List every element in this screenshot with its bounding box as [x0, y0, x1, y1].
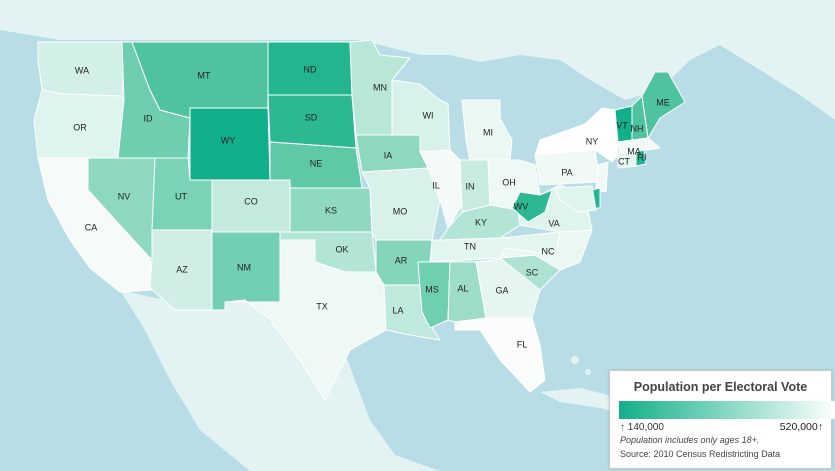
legend-max-label: 520,000↑ [779, 421, 823, 433]
state-label-tn: TN [464, 241, 476, 251]
state-label-sc: SC [526, 267, 539, 277]
legend-min-label: ↑ 140,000 [620, 422, 664, 433]
state-label-ut: UT [175, 191, 187, 201]
legend-color-scale [619, 401, 835, 419]
state-mo[interactable] [361, 167, 441, 241]
state-label-tx: TX [316, 301, 328, 311]
state-label-va: VA [548, 218, 559, 228]
state-label-pa: PA [561, 167, 572, 177]
state-label-ks: KS [325, 205, 337, 215]
state-label-me: ME [656, 97, 670, 107]
state-tx[interactable] [224, 239, 387, 401]
state-label-ca: CA [85, 222, 98, 232]
state-label-ri: RI [638, 152, 647, 162]
island [571, 356, 579, 364]
legend-source: Source: 2010 Census Redistricting Data [620, 449, 781, 459]
state-label-nh: NH [631, 123, 644, 133]
state-label-mi: MI [483, 127, 493, 137]
state-label-ar: AR [395, 255, 408, 265]
state-wv[interactable] [511, 189, 553, 223]
state-label-wa: WA [75, 65, 89, 75]
state-label-al: AL [457, 283, 468, 293]
legend-note: Population includes only ages 18+. [620, 435, 760, 445]
state-label-nc: NC [542, 246, 555, 256]
state-label-ny: NY [586, 136, 599, 146]
state-mi[interactable] [461, 99, 513, 163]
state-label-la: LA [392, 305, 403, 315]
state-label-az: AZ [176, 264, 188, 274]
state-label-ok: OK [335, 244, 348, 254]
state-il[interactable] [419, 149, 463, 229]
canada-landmass [0, 0, 835, 120]
state-label-id: ID [144, 113, 154, 123]
state-label-mn: MN [373, 82, 387, 92]
state-ms[interactable] [417, 261, 451, 329]
state-label-nm: NM [237, 262, 251, 272]
state-label-vt: VT [616, 120, 628, 130]
mexico-landmass [120, 290, 440, 471]
state-label-ne: NE [310, 158, 323, 168]
state-label-sd: SD [305, 112, 318, 122]
state-label-ct: CT [618, 156, 630, 166]
state-label-mt: MT [198, 70, 211, 80]
state-nj[interactable] [595, 161, 609, 193]
lake-huron [498, 100, 528, 140]
state-label-il: IL [432, 180, 440, 190]
lake-michigan [448, 100, 466, 160]
state-label-ky: KY [475, 217, 487, 227]
legend-title: Population per Electoral Vote [633, 380, 808, 394]
legend-panel: Population per Electoral Vote ↑ 140,000 … [609, 370, 835, 469]
state-label-mo: MO [393, 206, 408, 216]
state-label-wi: WI [423, 110, 434, 120]
state-fl[interactable] [454, 317, 546, 393]
state-ma[interactable] [617, 137, 661, 155]
state-nv[interactable] [87, 157, 156, 259]
state-label-fl: FL [517, 339, 528, 349]
state-label-or: OR [73, 122, 87, 132]
lake-superior [418, 78, 505, 104]
state-label-in: IN [466, 181, 475, 191]
state-label-wv: WV [514, 201, 529, 211]
state-label-co: CO [244, 196, 258, 206]
state-label-ia: IA [384, 150, 393, 160]
state-label-ga: GA [495, 285, 508, 295]
island [585, 369, 591, 375]
states-layer [33, 39, 686, 401]
state-ri[interactable] [635, 149, 647, 167]
state-md[interactable] [554, 185, 597, 213]
labels-layer: WA OR CA ID NV MT WY UT AZ CO NM ND SD NE KS OK TX MN IA MO… [73, 64, 670, 349]
state-label-ms: MS [425, 284, 439, 294]
state-label-nv: NV [118, 191, 131, 201]
state-label-wy: WY [221, 135, 236, 145]
state-label-nd: ND [304, 64, 317, 74]
state-label-oh: OH [502, 177, 516, 187]
state-label-ma: MA [627, 146, 641, 156]
state-in[interactable] [459, 159, 491, 213]
